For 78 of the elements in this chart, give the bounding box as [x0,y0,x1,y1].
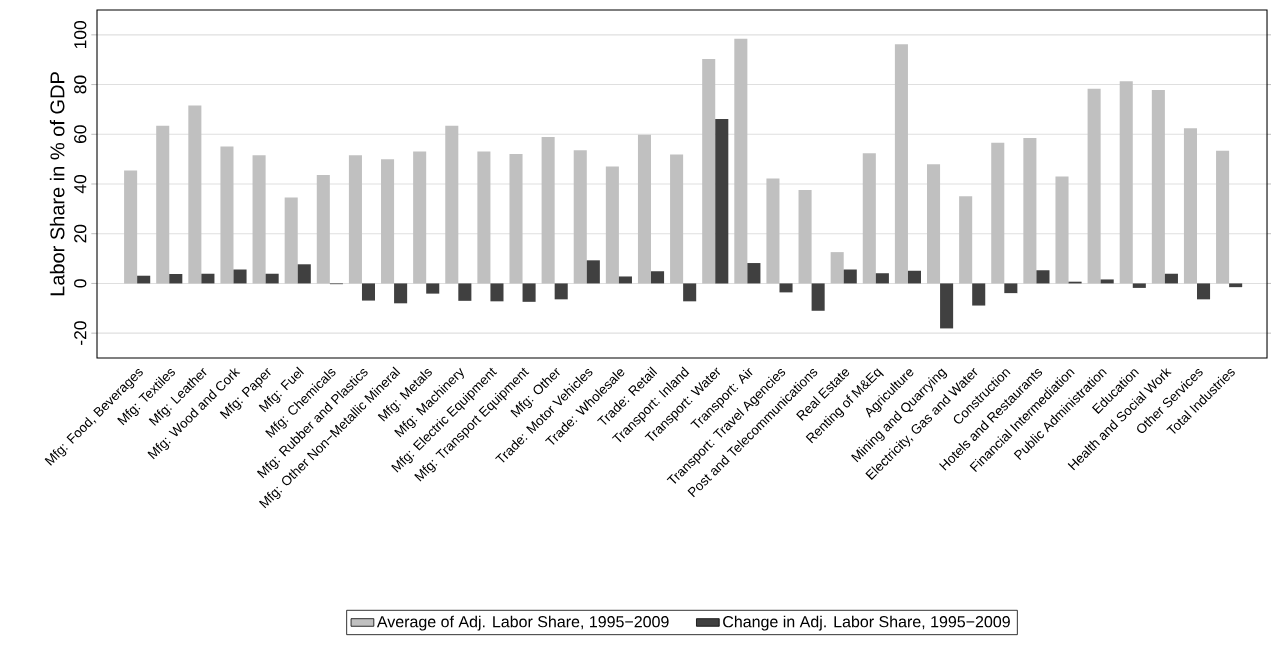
bar [811,283,825,311]
bar [201,273,215,284]
bar [426,283,440,294]
bar [734,38,748,284]
legend-label: Average of Adj. Labor Share, 1995−2009 [376,615,669,631]
bar [348,155,362,284]
bar [605,166,619,284]
bar [573,150,587,284]
bar [747,263,761,284]
bar [1164,273,1178,284]
bar [959,196,973,284]
bar [1229,283,1243,288]
bar [779,283,793,293]
bar [169,273,183,284]
bar [1197,283,1211,300]
bar [766,178,780,284]
bar [875,273,889,284]
bar [233,269,247,284]
bar [972,283,986,306]
bar [490,283,504,302]
bar [1036,270,1050,284]
y-tick-label: 60 [74,125,87,144]
bar [1132,283,1146,288]
bar [991,142,1005,284]
y-axis-title: Labor Share in % of GDP [49,72,65,296]
bar [1004,283,1018,294]
bar [445,125,459,284]
bar [252,155,266,284]
bar [1119,81,1133,284]
bar [715,118,729,284]
bar [637,134,652,284]
bar [1151,90,1165,284]
bar [554,283,568,300]
bar [188,105,202,284]
bar [458,283,472,301]
y-tick-label: 100 [74,21,87,48]
bar [830,252,844,284]
bar [894,44,908,284]
bar [137,275,151,284]
bar [124,170,138,284]
bar [702,58,716,284]
bar [907,270,922,284]
bar [1023,138,1037,284]
bar [477,151,491,284]
y-tick-label: 0 [74,279,87,288]
bar [1087,88,1101,284]
bar [1100,279,1114,284]
bar [413,151,427,284]
bar [265,273,279,284]
bar [927,164,941,284]
bar [509,153,523,284]
bar [381,159,395,284]
bar [1183,128,1197,284]
bar [843,269,857,284]
bar [862,153,876,284]
y-tick-label: 40 [74,175,87,194]
bar [284,197,298,284]
bar [394,283,408,304]
bar [683,283,697,302]
bar [618,276,632,284]
bar [541,137,555,284]
bar [651,271,665,284]
bar [1216,150,1230,284]
bar [220,146,234,284]
bar [940,283,954,329]
y-tick-label: 80 [74,75,87,94]
bar [316,175,330,284]
bar [670,154,684,284]
bar [586,260,600,284]
bar [798,189,812,284]
bar [156,125,170,284]
bar [522,283,536,302]
y-tick-label: -20 [74,321,87,345]
bar [297,264,311,284]
y-tick-label: 20 [74,224,87,243]
legend-label: Change in Adj. Labor Share, 1995−2009 [723,615,1010,631]
bar [361,283,376,301]
bar [1055,176,1069,284]
